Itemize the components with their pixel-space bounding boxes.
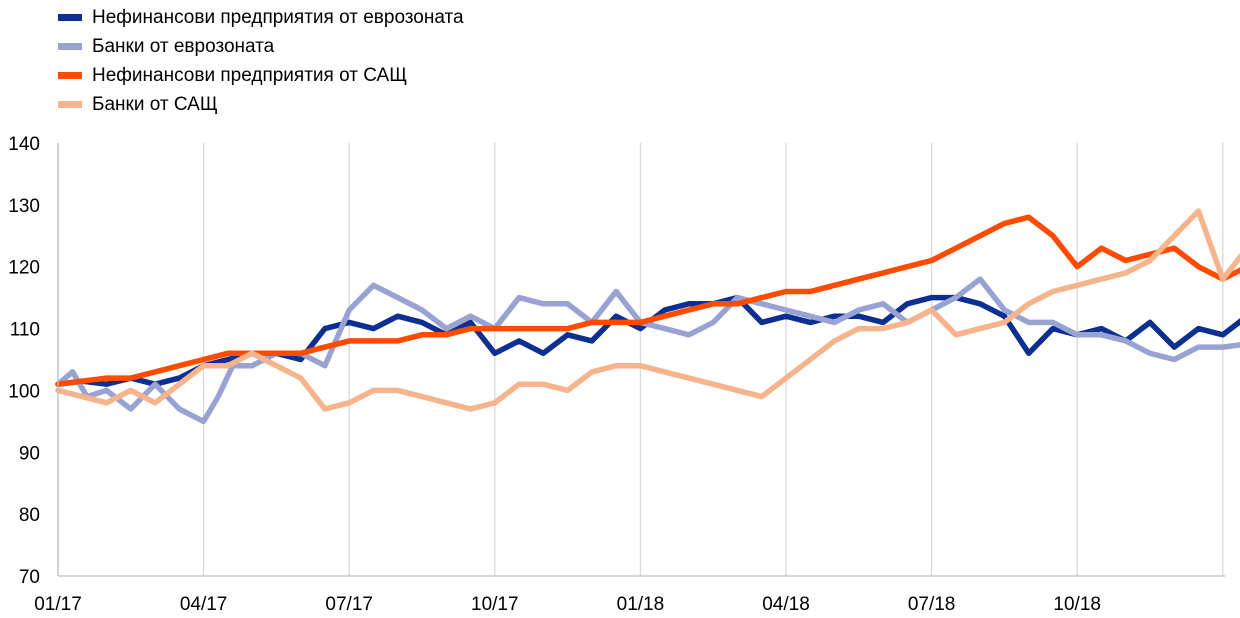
series-line-2	[55, 276, 1240, 425]
y-tick-label: 140	[8, 134, 40, 155]
grid-lines	[57, 143, 1224, 576]
series-lines	[55, 208, 1240, 425]
x-tick-label: 10/18	[1053, 594, 1101, 615]
series-line-4	[55, 208, 1240, 412]
legend-swatch	[58, 14, 82, 21]
y-tick-label: 120	[8, 258, 40, 279]
chart-legend: Нефинансови предприятия от еврозоната Бан…	[58, 3, 464, 119]
y-tick-label: 100	[8, 381, 40, 402]
series-line-1	[55, 294, 1240, 387]
legend-item: Банки от САЩ	[58, 90, 464, 119]
x-tick-label: 01/17	[34, 594, 82, 615]
y-tick-label: 110	[10, 320, 40, 341]
y-tick-label: 70	[19, 567, 40, 588]
legend-item: Нефинансови предприятия от еврозоната	[58, 3, 464, 32]
x-tick-label: 07/17	[325, 594, 373, 615]
legend-item: Нефинансови предприятия от САЩ	[58, 61, 464, 90]
y-tick-label: 80	[19, 505, 40, 526]
legend-item: Банки от еврозоната	[58, 32, 464, 61]
legend-swatch	[58, 72, 82, 79]
x-tick-label: 10/17	[471, 594, 519, 615]
legend-swatch	[58, 43, 82, 50]
y-tick-label: 90	[19, 443, 40, 464]
legend-label: Банки от САЩ	[92, 93, 218, 115]
legend-label: Нефинансови предприятия от еврозоната	[92, 6, 464, 28]
series-line-3	[55, 214, 1240, 387]
legend-label: Банки от еврозоната	[92, 35, 275, 57]
legend-label: Нефинансови предприятия от САЩ	[92, 64, 408, 86]
x-tick-label: 07/18	[908, 594, 956, 615]
x-tick-label: 04/18	[762, 594, 810, 615]
tick-labels: 70 80 90 100 110 120 130 140 01/17 04/17 07/17 10/1…	[8, 134, 1101, 615]
x-tick-label: 01/18	[617, 594, 665, 615]
y-tick-label: 130	[8, 196, 40, 217]
legend-swatch	[58, 101, 82, 108]
x-tick-label: 04/17	[180, 594, 228, 615]
axes	[57, 143, 1225, 577]
